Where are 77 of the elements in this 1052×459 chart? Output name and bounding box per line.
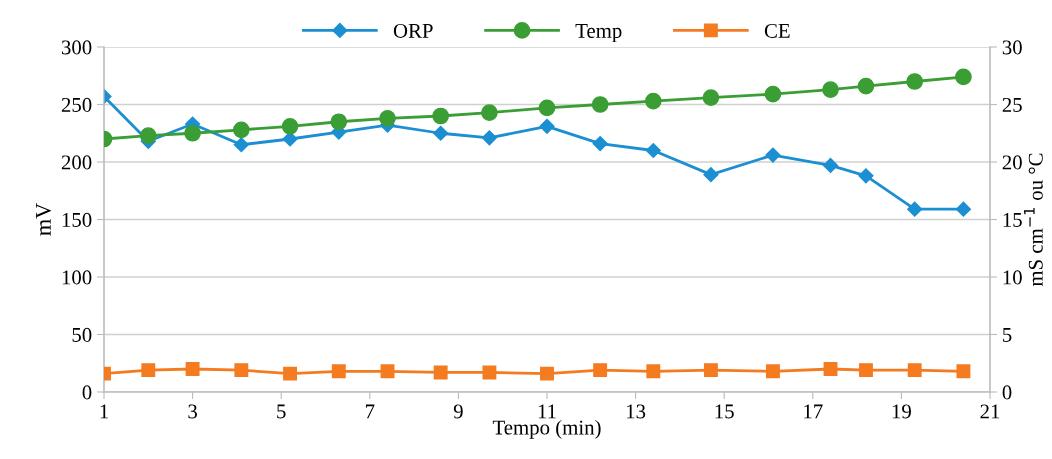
point (331, 364, 346, 379)
y2-axis-title: mS cm$^{−1}$ ou °C (1023, 153, 1043, 287)
x-tick-label: 19 (892, 404, 911, 419)
point (703, 167, 719, 183)
point (379, 109, 396, 127)
legend-label: Temp (575, 24, 622, 43)
point (822, 157, 839, 174)
point (141, 363, 156, 378)
point (822, 81, 839, 98)
y2-tick-label: 5 (1003, 328, 1012, 342)
y-tick-label: 250 (61, 97, 92, 112)
x-tick-label: 17 (804, 404, 823, 419)
point (234, 363, 249, 378)
point (232, 121, 250, 139)
point (765, 147, 781, 163)
point (646, 364, 661, 379)
x-tick-label: 7 (365, 404, 375, 419)
point (233, 137, 249, 153)
y-tick-label: 100 (62, 270, 92, 285)
point (591, 96, 609, 113)
point (593, 363, 608, 378)
y2-tick-label: 10 (1003, 270, 1022, 285)
y-tick-label: 0 (82, 385, 92, 400)
y2-tick-label: 15 (1003, 212, 1022, 227)
point (184, 124, 201, 142)
y2-tick-label: 30 (1002, 40, 1022, 55)
point (482, 365, 497, 380)
legend-label: CE (764, 23, 790, 38)
point (859, 363, 873, 378)
x-tick-label: 9 (453, 404, 463, 419)
point (955, 201, 971, 217)
point (906, 73, 924, 90)
point (765, 364, 780, 379)
point (283, 366, 298, 381)
y-axis-title: mV (36, 203, 51, 236)
y2-tick-label: 20 (1002, 155, 1022, 170)
y2-tick-label: 25 (1002, 97, 1022, 112)
x-tick-label: 11 (538, 404, 556, 419)
point (481, 130, 497, 146)
x-tick-label: 15 (715, 404, 734, 419)
point (481, 104, 498, 121)
point (703, 363, 718, 378)
x-tick-label: 1 (100, 404, 108, 419)
point (702, 89, 720, 106)
point (281, 118, 299, 135)
x-tick-label: 13 (627, 404, 646, 419)
point (432, 107, 450, 125)
point (645, 142, 661, 159)
point (857, 77, 875, 95)
point (380, 364, 395, 379)
point (956, 364, 971, 379)
point (907, 201, 923, 217)
y-tick-label: 150 (62, 212, 92, 227)
point (858, 168, 874, 184)
point (433, 365, 448, 380)
point (139, 127, 157, 144)
x-tick-label: 5 (277, 404, 286, 419)
point (538, 99, 556, 117)
legend-label: ORP (393, 23, 433, 38)
point (592, 136, 608, 152)
point (330, 113, 348, 131)
point (907, 363, 922, 378)
point (764, 85, 782, 103)
y-tick-label: 300 (61, 40, 92, 55)
y2-tick-label: 0 (1002, 385, 1012, 400)
point (539, 118, 555, 134)
point (185, 362, 200, 376)
x-tick-label: 21 (980, 404, 1000, 419)
point (540, 366, 554, 381)
y-tick-label: 200 (61, 155, 92, 170)
point (644, 92, 662, 110)
x-tick-label: 3 (188, 404, 197, 419)
y-tick-label: 50 (72, 327, 92, 342)
point (823, 362, 838, 376)
point (955, 68, 972, 86)
point (433, 125, 449, 141)
x-axis-title: Tempo (min) (492, 419, 601, 439)
